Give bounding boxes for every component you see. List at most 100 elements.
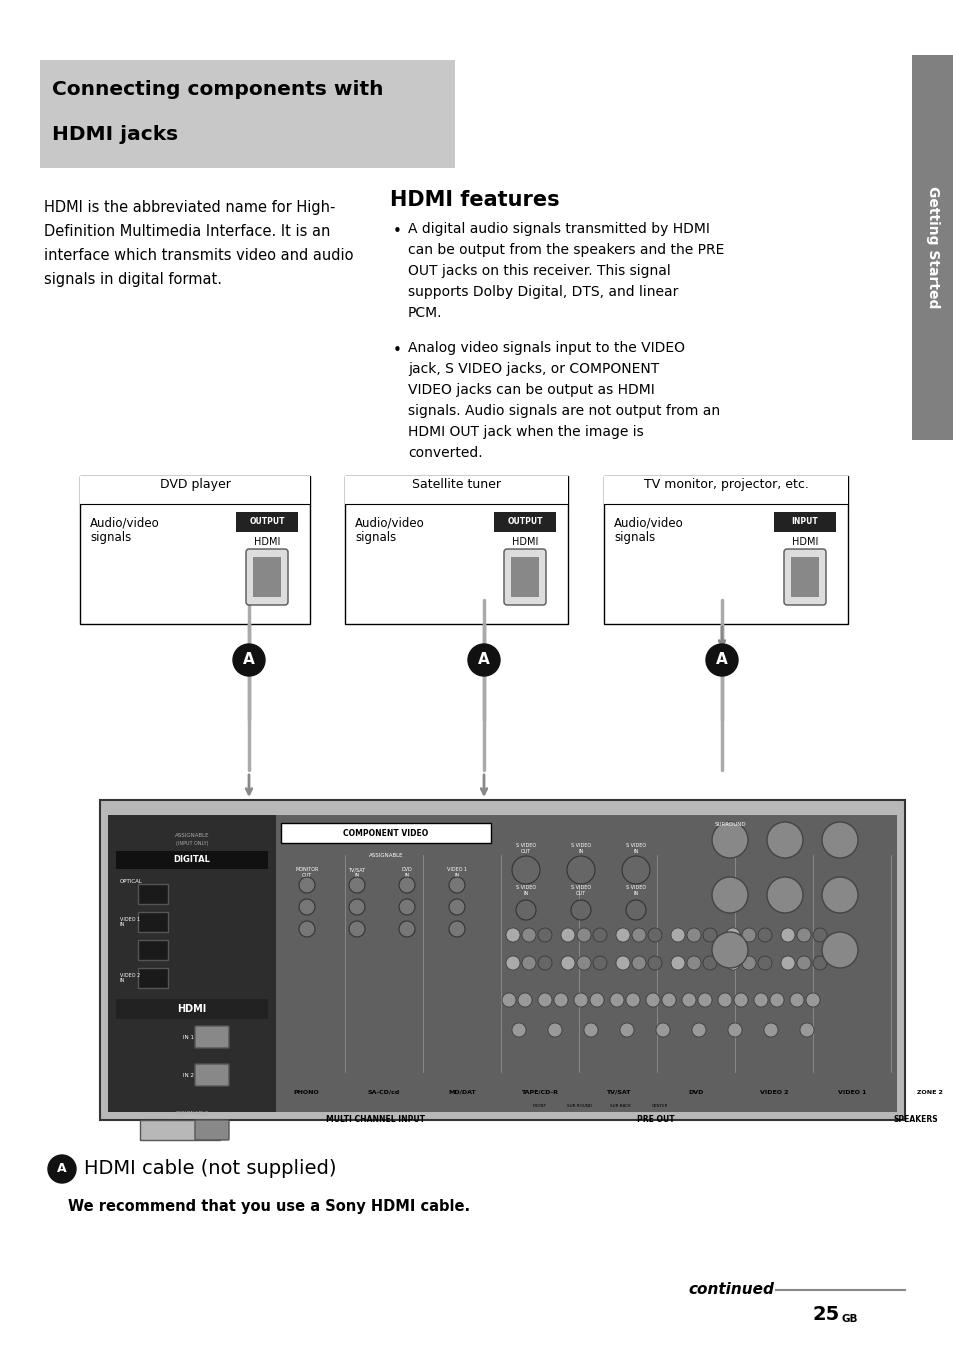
Circle shape (398, 899, 415, 915)
Circle shape (512, 1023, 525, 1037)
Text: GB: GB (841, 1314, 858, 1324)
Bar (140, 1119, 220, 1140)
Text: INPUT: INPUT (791, 518, 818, 526)
Text: ASSIGNABLE: ASSIGNABLE (174, 1111, 209, 1115)
Bar (108, 815, 896, 1111)
Text: interface which transmits video and audio: interface which transmits video and audi… (44, 247, 354, 264)
FancyBboxPatch shape (194, 1026, 229, 1048)
Circle shape (789, 992, 803, 1007)
Text: continued: continued (687, 1283, 773, 1298)
Bar (116, 999, 268, 1019)
Text: (INPUT ONLY): (INPUT ONLY) (175, 841, 208, 846)
Text: PCM.: PCM. (408, 306, 442, 320)
Bar (40, 59, 455, 168)
Text: OUTPUT: OUTPUT (507, 518, 542, 526)
Circle shape (589, 992, 603, 1007)
Text: DVD
IN: DVD IN (401, 867, 412, 877)
Text: TAPE/CD-R: TAPE/CD-R (521, 1090, 558, 1095)
Bar (603, 476, 847, 504)
Circle shape (609, 992, 623, 1007)
Circle shape (812, 927, 826, 942)
Text: HDMI: HDMI (253, 537, 280, 548)
Text: PRE OUT: PRE OUT (637, 1115, 674, 1124)
Bar (253, 557, 281, 598)
Circle shape (741, 927, 755, 942)
Circle shape (766, 877, 802, 913)
Text: signals. Audio signals are not output from an: signals. Audio signals are not output fr… (408, 404, 720, 418)
Circle shape (583, 1023, 598, 1037)
Text: TV/SAT
IN: TV/SAT IN (348, 867, 365, 877)
FancyBboxPatch shape (503, 549, 545, 604)
Circle shape (812, 956, 826, 969)
Circle shape (698, 992, 711, 1007)
Text: VIDEO 1
IN: VIDEO 1 IN (120, 917, 140, 927)
Text: TV monitor, projector, etc.: TV monitor, projector, etc. (643, 479, 807, 491)
Circle shape (537, 927, 552, 942)
FancyBboxPatch shape (783, 549, 825, 604)
Text: HDMI features: HDMI features (390, 191, 559, 210)
Circle shape (631, 956, 645, 969)
Circle shape (298, 877, 314, 894)
Circle shape (501, 992, 516, 1007)
Bar (603, 476, 847, 625)
Circle shape (702, 956, 717, 969)
Circle shape (625, 900, 645, 919)
Circle shape (537, 992, 552, 1007)
Text: S VIDEO
OUT: S VIDEO OUT (516, 844, 536, 854)
Circle shape (233, 644, 265, 676)
Circle shape (763, 1023, 778, 1037)
Text: DVD player: DVD player (159, 479, 231, 491)
Circle shape (560, 956, 575, 969)
Text: •: • (393, 343, 401, 358)
Circle shape (796, 927, 810, 942)
FancyBboxPatch shape (194, 1119, 229, 1140)
Circle shape (821, 877, 857, 913)
Circle shape (781, 956, 794, 969)
Bar (80, 476, 310, 625)
Bar (911, 55, 953, 439)
Text: OUT: OUT (120, 1129, 132, 1133)
Circle shape (725, 927, 740, 942)
Circle shape (571, 900, 590, 919)
Text: SA-CD/cd: SA-CD/cd (368, 1090, 399, 1095)
Circle shape (645, 992, 659, 1007)
Text: S VIDEO
IN: S VIDEO IN (625, 844, 645, 854)
Circle shape (560, 927, 575, 942)
Circle shape (574, 992, 587, 1007)
Circle shape (821, 932, 857, 968)
Circle shape (521, 956, 536, 969)
Circle shape (661, 992, 676, 1007)
Circle shape (711, 932, 747, 968)
Text: ZONE 2: ZONE 2 (916, 1090, 942, 1095)
Circle shape (512, 856, 539, 884)
Circle shape (593, 956, 606, 969)
Text: A: A (716, 653, 727, 668)
Circle shape (805, 992, 820, 1007)
Circle shape (796, 956, 810, 969)
Circle shape (505, 956, 519, 969)
Bar (80, 476, 310, 504)
Bar (511, 557, 538, 598)
Circle shape (681, 992, 696, 1007)
Circle shape (577, 956, 590, 969)
Circle shape (625, 992, 639, 1007)
Circle shape (468, 644, 499, 676)
Circle shape (718, 992, 731, 1007)
Circle shape (758, 927, 771, 942)
Text: S VIDEO
IN: S VIDEO IN (570, 844, 591, 854)
Bar (100, 800, 904, 1119)
Text: S VIDEO
IN: S VIDEO IN (516, 886, 536, 896)
Circle shape (521, 927, 536, 942)
Text: OUTPUT: OUTPUT (249, 518, 284, 526)
Bar (138, 884, 168, 904)
Circle shape (349, 921, 365, 937)
Circle shape (517, 992, 532, 1007)
Text: OPTICAL: OPTICAL (120, 879, 143, 884)
Circle shape (577, 927, 590, 942)
Circle shape (727, 1023, 741, 1037)
Circle shape (537, 956, 552, 969)
Text: CENTER: CENTER (651, 1105, 667, 1109)
Text: Definition Multimedia Interface. It is an: Definition Multimedia Interface. It is a… (44, 224, 330, 239)
Text: HDMI OUT jack when the image is: HDMI OUT jack when the image is (408, 425, 643, 439)
Circle shape (686, 956, 700, 969)
